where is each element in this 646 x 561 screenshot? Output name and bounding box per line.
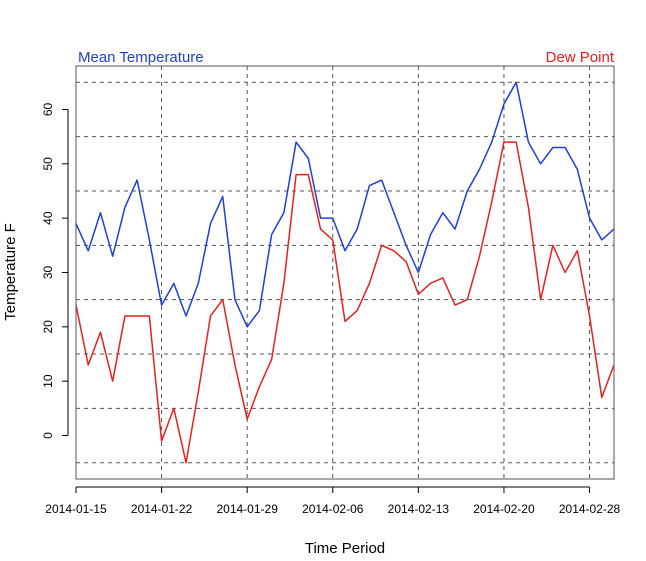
grid-lines [75, 66, 614, 479]
series-line-dew-point [75, 141, 615, 464]
x-tick-label: 2014-01-15 [45, 502, 107, 516]
x-tick-label: 2014-01-22 [131, 502, 193, 516]
y-tick-label: 0 [41, 432, 55, 439]
x-axis: 2014-01-15 2014-01-22 2014-01-29 2014-02-06… [45, 486, 621, 516]
plot-frame [75, 65, 615, 480]
x-tick-label: 2014-02-20 [473, 502, 535, 516]
series-line-mean-temperature [75, 81, 615, 328]
y-tick-label: 20 [41, 320, 55, 334]
x-tick-label: 2014-01-29 [216, 502, 278, 516]
x-tick-label: 2014-02-13 [388, 502, 450, 516]
legend-mean-temperature: Mean Temperature [78, 49, 204, 66]
x-tick-label: 2014-02-28 [559, 502, 621, 516]
series-lines [75, 81, 615, 464]
x-tick-label: 2014-02-06 [302, 502, 364, 516]
y-tick-label: 10 [41, 374, 55, 388]
y-tick-label: 50 [41, 157, 55, 171]
legend-dew-point: Dew Point [546, 49, 615, 66]
x-axis-title: Time Period [305, 540, 385, 557]
y-axis-title: Temperature F [2, 223, 19, 321]
y-tick-label: 40 [41, 211, 55, 225]
y-axis: 0 10 20 30 40 50 60 [41, 102, 69, 439]
y-tick-label: 60 [41, 102, 55, 116]
y-tick-label: 30 [41, 266, 55, 280]
